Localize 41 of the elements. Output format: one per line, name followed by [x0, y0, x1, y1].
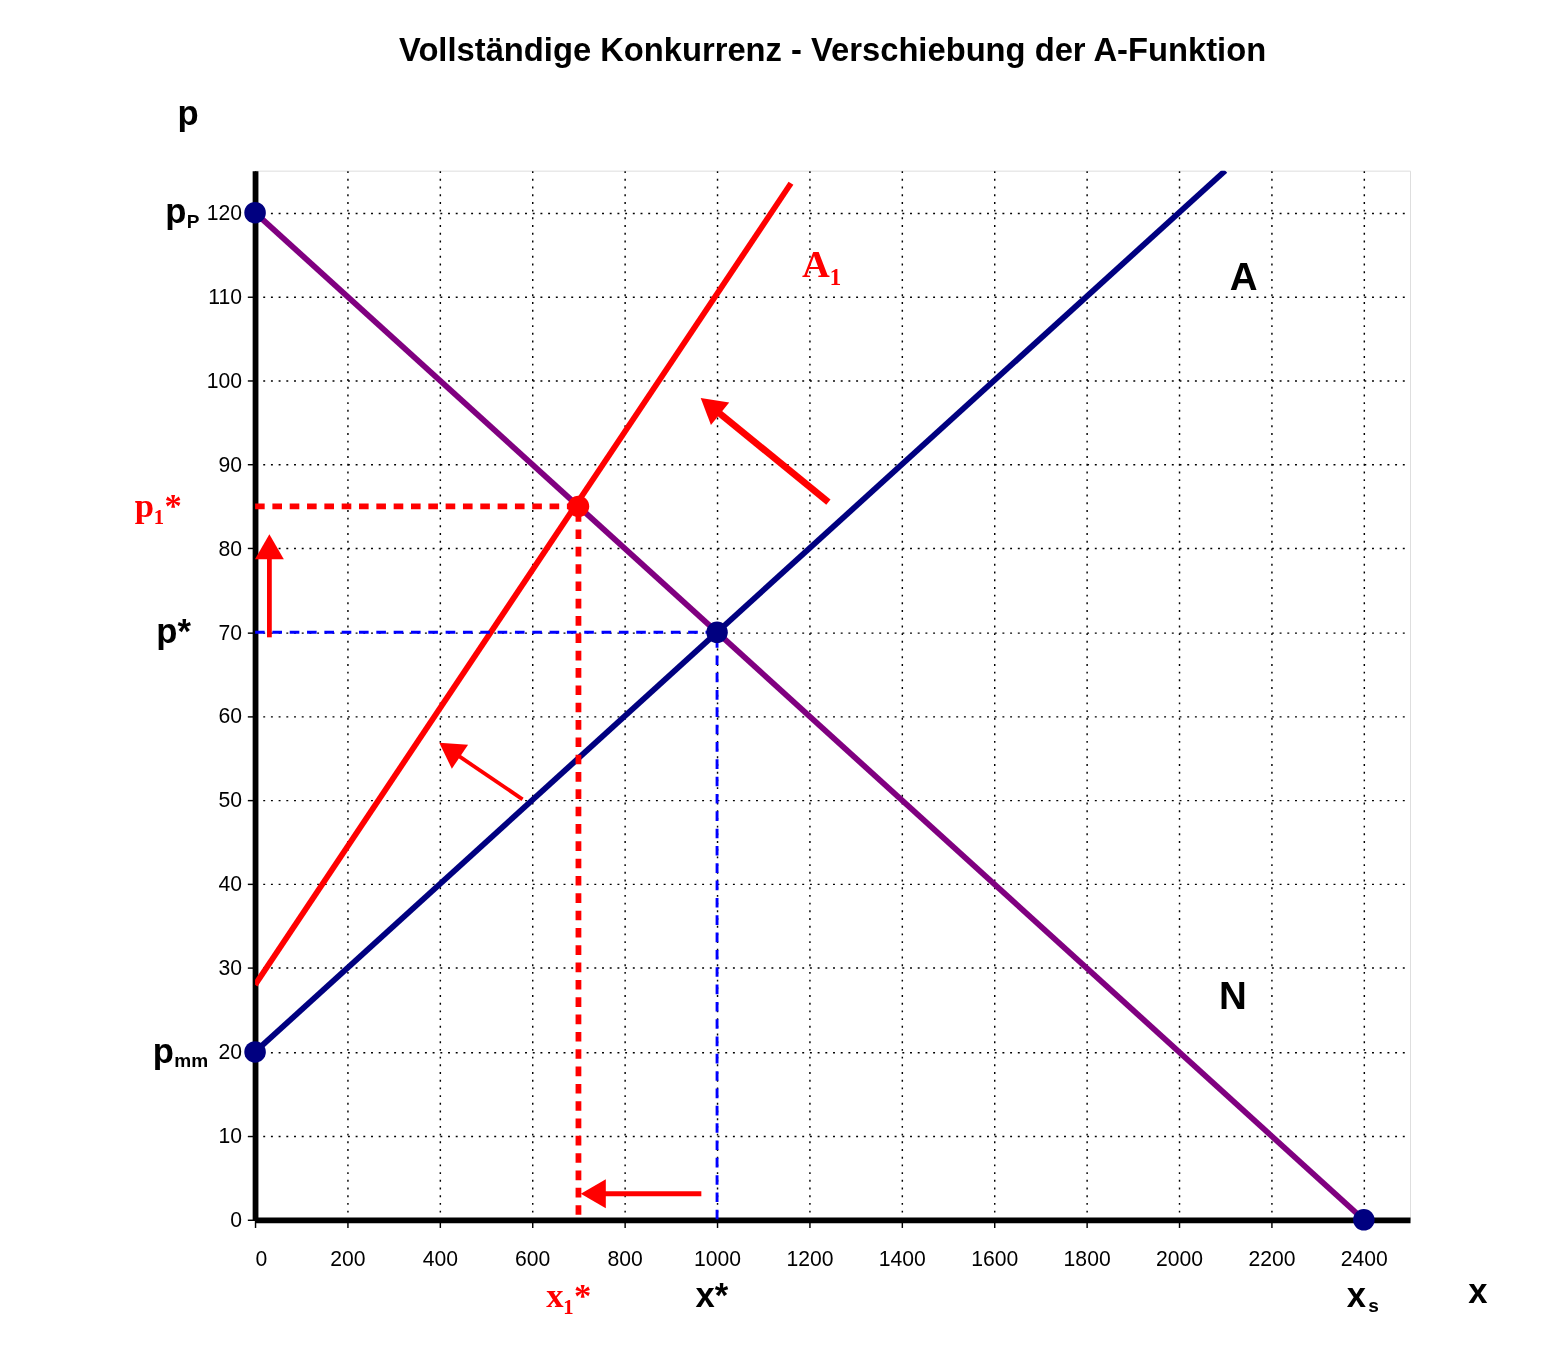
- series-label: A₁: [802, 242, 842, 285]
- y-tick-label: 10: [218, 1124, 243, 1148]
- x-tick-label: 1000: [693, 1246, 742, 1270]
- y-tick-label: 20: [218, 1040, 243, 1064]
- annotation: p*: [156, 611, 192, 650]
- y-tick-label: 70: [218, 620, 243, 644]
- annotation: x*: [695, 1276, 729, 1315]
- point: [706, 621, 728, 644]
- x-tick-label: 1200: [786, 1246, 834, 1270]
- chart-title: Vollständige Konkurrenz - Verschiebung der A-Funktion: [398, 30, 1267, 68]
- y-tick-label: 100: [206, 368, 243, 392]
- y-tick-label: 120: [206, 200, 243, 224]
- y-tick-label: 0: [230, 1208, 243, 1231]
- x-tick-label: 2000: [1155, 1246, 1204, 1270]
- series-label: A: [1229, 255, 1258, 299]
- series-label: N: [1219, 974, 1247, 1017]
- annotation: p₁*: [134, 485, 182, 524]
- point: [244, 1041, 266, 1063]
- x-tick-label: 2400: [1340, 1246, 1388, 1270]
- x-tick-label: 800: [607, 1246, 643, 1270]
- x-axis-title: x: [1468, 1272, 1488, 1311]
- point: [244, 201, 266, 224]
- x-tick-label: 1400: [878, 1246, 926, 1270]
- annotation: x₁*: [546, 1276, 592, 1315]
- x-tick-label: 1600: [971, 1246, 1019, 1270]
- y-axis-title: p: [177, 93, 199, 132]
- x-tick-label: 0: [255, 1246, 268, 1270]
- point: [1353, 1209, 1375, 1231]
- x-tick-label: 1800: [1063, 1246, 1111, 1270]
- y-tick-label: 80: [218, 536, 243, 560]
- x-tick-label: 2200: [1248, 1246, 1296, 1270]
- y-tick-label: 40: [218, 872, 243, 896]
- point: [567, 495, 590, 518]
- y-tick-label: 90: [218, 452, 243, 476]
- y-tick-label: 110: [208, 284, 243, 308]
- x-tick-label: 400: [422, 1246, 458, 1270]
- x-tick-label: 200: [330, 1246, 366, 1270]
- y-tick-label: 60: [218, 704, 243, 728]
- y-tick-label: 50: [218, 788, 243, 812]
- y-tick-label: 30: [218, 956, 243, 980]
- x-tick-label: 600: [515, 1246, 551, 1270]
